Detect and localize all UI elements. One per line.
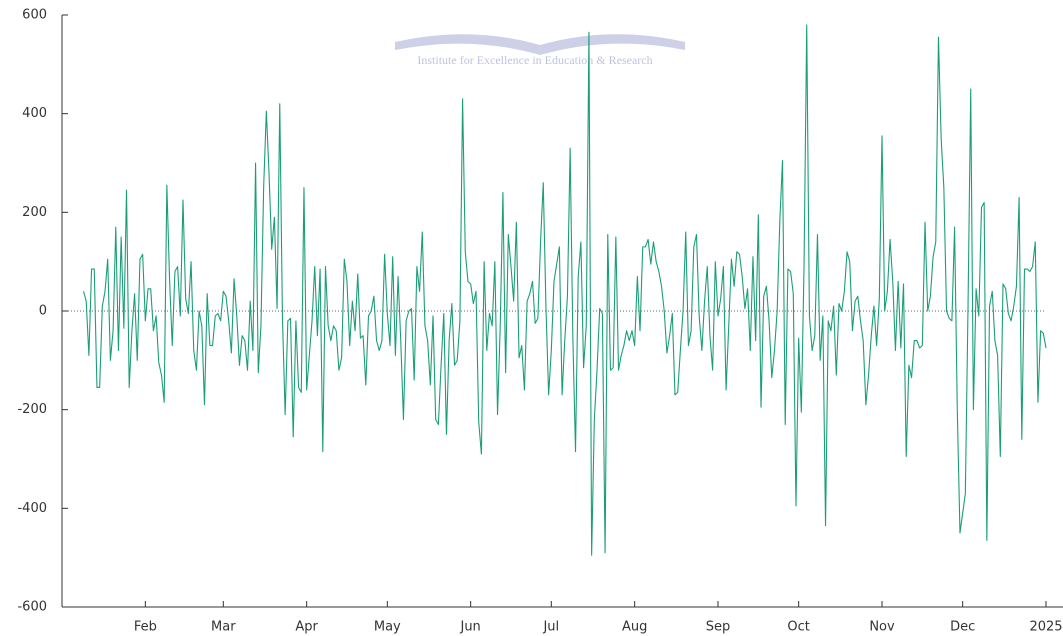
y-tick-label: -400 (17, 501, 47, 516)
y-tick-label: 0 (39, 304, 47, 319)
x-tick-label: Sep (706, 620, 731, 635)
x-tick-label: May (374, 620, 401, 635)
x-tick-label: Feb (134, 620, 157, 635)
x-tick-label: Oct (787, 620, 809, 635)
x-tick-label: Aug (622, 620, 647, 635)
watermark-text: Institute for Excellence in Education & … (417, 53, 652, 67)
y-tick-label: 600 (22, 8, 47, 23)
x-tick-label: Nov (869, 620, 895, 635)
x-tick-label: Jun (459, 620, 480, 635)
y-tick-label: -600 (17, 600, 47, 615)
x-tick-label: Apr (295, 620, 318, 635)
x-tick-label: Dec (950, 620, 975, 635)
watermark: Institute for Excellence in Education & … (395, 34, 685, 67)
y-tick-label: -200 (17, 402, 47, 417)
x-tick-label: 2025 (1029, 620, 1062, 635)
watermark-logo (395, 34, 685, 55)
y-tick-label: 200 (22, 205, 47, 220)
x-tick-label: Mar (211, 620, 236, 635)
y-tick-label: 400 (22, 106, 47, 121)
data-line (82, 24, 1047, 556)
x-tick-label: Jul (542, 620, 559, 635)
